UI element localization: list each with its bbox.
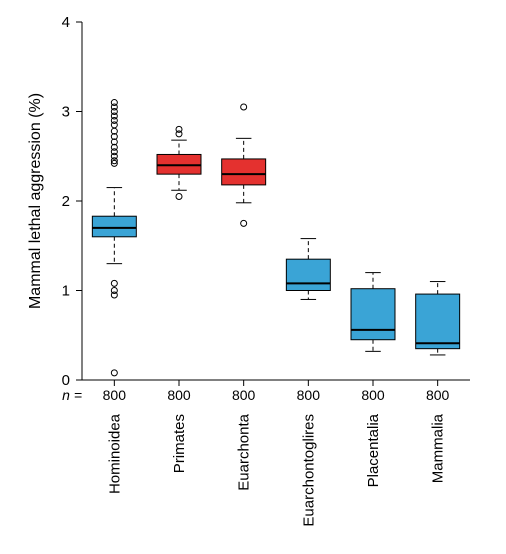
outlier-point (176, 126, 182, 132)
n-value: 800 (426, 387, 450, 403)
x-category-label: Euarchontoglires (300, 414, 317, 527)
n-prefix: n = (62, 387, 82, 403)
outlier-point (241, 104, 247, 110)
y-tick-label: 1 (62, 283, 70, 300)
x-category-label: Euarchonta (236, 413, 253, 490)
outlier-point (176, 194, 182, 200)
x-category-label: Hominoidea (106, 413, 123, 494)
y-tick-label: 2 (62, 193, 70, 210)
y-tick-label: 4 (62, 14, 70, 31)
box (222, 159, 266, 185)
y-axis-label: Mammal lethal aggression (%) (27, 93, 44, 309)
outlier-point (111, 100, 117, 106)
box (416, 294, 460, 349)
n-value: 800 (232, 387, 256, 403)
box (351, 289, 395, 340)
outlier-point (111, 370, 117, 376)
n-value: 800 (103, 387, 127, 403)
y-tick-label: 3 (62, 104, 70, 121)
outlier-point (111, 280, 117, 286)
box (92, 216, 136, 237)
n-value: 800 (361, 387, 385, 403)
x-category-label: Placentalia (365, 413, 382, 487)
outlier-point (111, 288, 117, 294)
x-category-label: Primates (171, 414, 188, 473)
n-value: 800 (167, 387, 191, 403)
x-category-label: Mammalia (430, 413, 447, 483)
box (286, 259, 330, 290)
n-value: 800 (297, 387, 321, 403)
outlier-point (241, 220, 247, 226)
boxplot-chart: 01234Mammal lethal aggression (%)n =8008… (0, 0, 506, 554)
